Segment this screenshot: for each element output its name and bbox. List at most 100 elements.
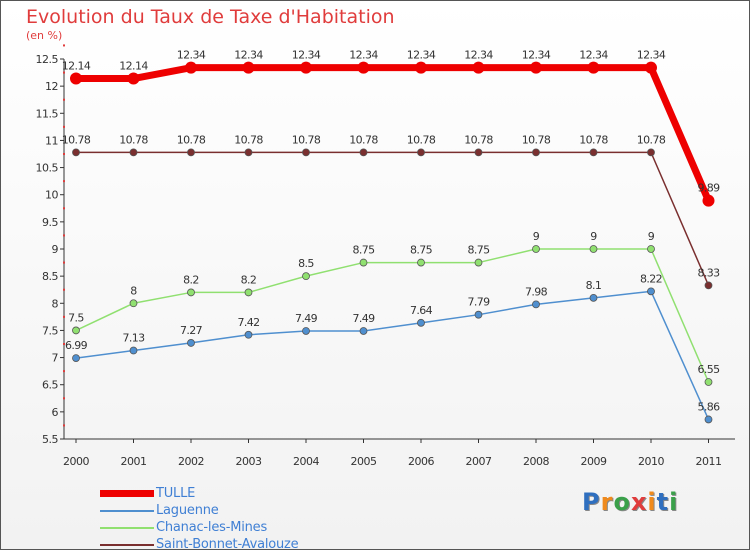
data-point — [72, 148, 80, 157]
data-label: 9 — [533, 230, 540, 243]
y-tick-label: 8.5 — [42, 270, 58, 283]
y-tick-label: 6 — [52, 406, 59, 419]
y-tick-label: 11 — [45, 134, 58, 147]
y-minor-tick — [63, 424, 65, 427]
data-point — [244, 148, 253, 157]
y-tick-label: 10 — [45, 189, 58, 202]
data-label: 7.5 — [68, 311, 84, 324]
x-tick-label: 2003 — [236, 455, 262, 468]
data-label: 10.78 — [177, 133, 206, 146]
data-point — [415, 61, 427, 74]
x-tick-label: 2002 — [178, 455, 204, 468]
y-minor-tick — [63, 44, 65, 47]
y-minor-tick — [63, 315, 65, 318]
data-label: 12.34 — [464, 49, 493, 62]
legend-swatch-saint-bonnet — [100, 543, 154, 546]
y-minor-tick — [63, 71, 65, 74]
data-point — [302, 148, 310, 157]
y-tick-label: 12 — [45, 80, 58, 93]
data-label: 8.2 — [241, 273, 257, 286]
data-point — [129, 148, 138, 157]
data-point — [129, 299, 138, 308]
data-point — [702, 194, 715, 207]
data-label: 12.34 — [522, 49, 551, 62]
x-tick-label: 2007 — [466, 455, 492, 468]
data-point — [532, 245, 540, 253]
data-point — [187, 148, 195, 157]
legend-label-chanac: Chanac-les-Mines — [156, 520, 268, 535]
data-label: 7.42 — [237, 316, 259, 329]
data-point — [242, 61, 255, 74]
logo-letter: t — [656, 488, 670, 516]
data-label: 5.86 — [697, 400, 720, 413]
data-label: 10.78 — [522, 133, 551, 146]
x-tick-label: 2010 — [638, 455, 664, 468]
data-label: 6.99 — [65, 339, 88, 352]
data-label: 9 — [590, 230, 597, 243]
data-point — [302, 272, 310, 281]
data-label: 12.14 — [119, 60, 148, 73]
y-tick-label: 5.5 — [42, 433, 58, 446]
data-point — [187, 339, 195, 347]
data-point — [645, 61, 657, 74]
logo-letter: P — [582, 488, 601, 516]
y-tick-label: 7 — [52, 352, 59, 365]
data-point — [302, 327, 310, 335]
y-tick-label: 11.5 — [36, 107, 59, 120]
y-minor-tick — [63, 343, 65, 345]
data-point — [129, 346, 138, 355]
y-minor-tick — [63, 125, 65, 128]
data-label: 7.27 — [180, 324, 203, 337]
legend-item-laguenne: Laguenne — [100, 502, 298, 519]
data-label: 10.78 — [407, 133, 436, 146]
data-point — [704, 378, 713, 386]
data-label: 7.49 — [352, 312, 375, 325]
legend-item-chanac: Chanac-les-Mines — [100, 519, 298, 536]
data-label: 12.14 — [62, 60, 91, 73]
data-point — [244, 330, 253, 339]
data-label: 6.55 — [697, 363, 720, 376]
x-tick-label: 2004 — [293, 455, 319, 468]
data-label: 8.75 — [352, 244, 375, 257]
proxiti-logo: Proxiti — [582, 488, 678, 516]
legend-label-tulle: TULLE — [156, 486, 196, 501]
data-label: 8.75 — [467, 244, 490, 257]
data-point — [532, 300, 540, 309]
legend-swatch-tulle — [100, 490, 154, 497]
axes: 5.5 6 6.5 7 7.5 8 8.5 9 9.5 10 10.5 11 11.5 12 12.5 200… — [36, 44, 735, 468]
data-point — [647, 148, 655, 157]
data-label: 12.34 — [637, 49, 666, 62]
data-point — [417, 318, 425, 327]
y-minor-tick — [63, 180, 65, 183]
chart-subtitle: (en %) — [26, 29, 63, 42]
data-label: 7.79 — [467, 296, 490, 309]
y-minor-tick — [63, 370, 65, 373]
data-point — [587, 61, 600, 74]
data-point — [187, 288, 195, 297]
y-minor-tick — [63, 98, 65, 101]
y-tick-label: 12.5 — [36, 53, 59, 66]
y-tick-label: 9.5 — [42, 216, 58, 229]
data-point — [185, 61, 197, 74]
data-point — [647, 287, 655, 296]
data-point — [474, 310, 483, 319]
y-tick-label: 10.5 — [36, 162, 59, 175]
data-point — [704, 281, 713, 290]
logo-letter: x — [630, 488, 648, 516]
y-minor-tick — [63, 261, 65, 264]
legend-swatch-laguenne — [100, 509, 154, 512]
data-label: 9.89 — [697, 182, 720, 195]
data-point — [647, 245, 655, 253]
data-point — [472, 61, 485, 74]
data-point — [244, 288, 253, 297]
legend-item-saint-bonnet: Saint-Bonnet-Avalouze — [100, 536, 299, 553]
y-minor-tick — [63, 234, 65, 237]
data-point — [300, 61, 312, 74]
data-label: 12.34 — [579, 49, 608, 62]
data-label: 8.1 — [586, 279, 602, 292]
data-label: 8.2 — [183, 273, 199, 286]
chart-title: Evolution du Taux de Taxe d'Habitation — [26, 6, 395, 28]
data-point — [127, 72, 140, 85]
